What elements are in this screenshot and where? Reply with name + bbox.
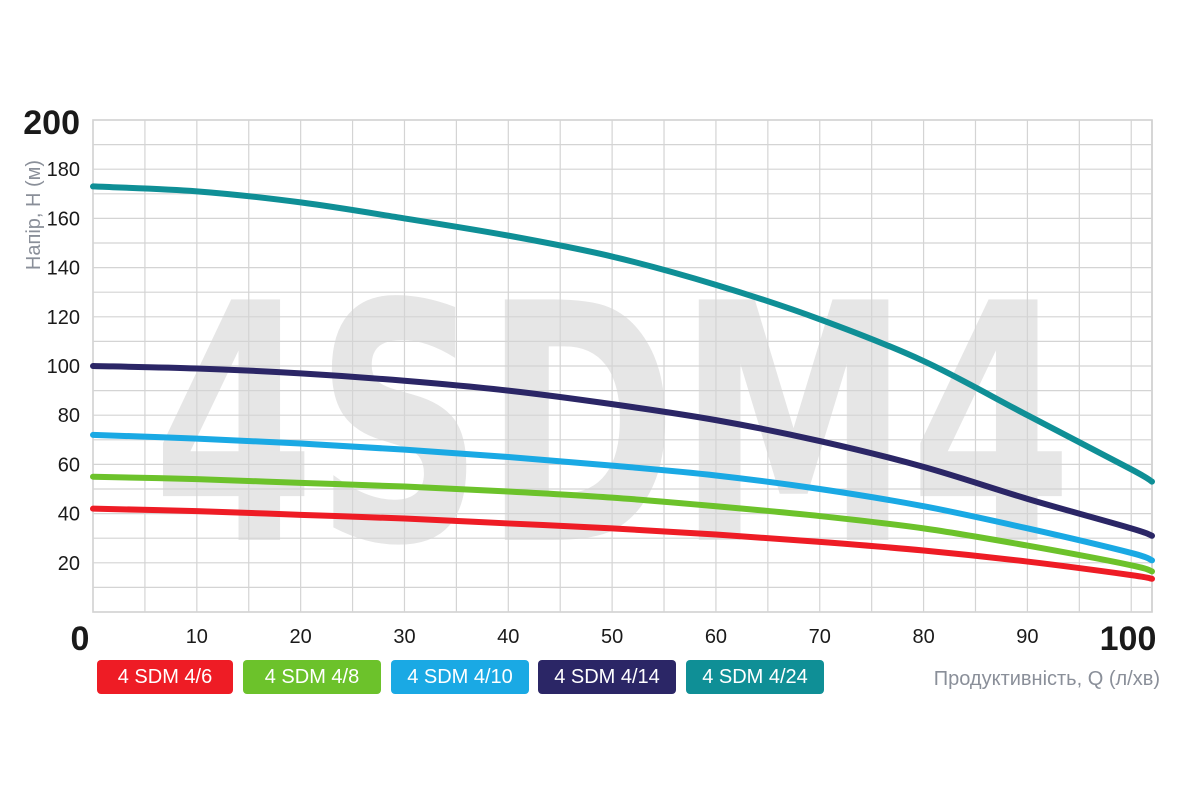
x-tick-label: 50 [601, 626, 623, 648]
series-line-5 [90, 183, 1155, 485]
y-axis-label: Напір, H (м) [23, 160, 45, 270]
series-line-4 [90, 363, 1155, 539]
x-tick-label: 40 [497, 626, 519, 648]
series-line-2 [90, 473, 1155, 575]
tick-labels: 0 10 20 30 40 50 60 70 80 90 100 20 40 60 80 100 120 140 1… [23, 104, 1156, 658]
x-axis-label: Продуктивність, Q (л/хв) [933, 668, 1160, 690]
x-tick-label: 90 [1016, 626, 1038, 648]
series-lines [90, 183, 1155, 582]
y-tick-label: 180 [47, 159, 80, 181]
legend-item: 4 SDM 4/24 [686, 660, 824, 694]
x-tick-label: 10 [186, 626, 208, 648]
y-tick-label: 100 [47, 356, 80, 378]
x-tick-label: 60 [705, 626, 727, 648]
y-tick-label: 140 [47, 258, 80, 280]
legend-item: 4 SDM 4/8 [243, 660, 381, 694]
y-tick-label: 120 [47, 307, 80, 329]
x-tick-label: 100 [1100, 620, 1157, 658]
y-tick-label: 60 [58, 454, 80, 476]
grid [92, 119, 1153, 613]
legend-item: 4 SDM 4/14 [538, 660, 676, 694]
y-tick-label: 40 [58, 504, 80, 526]
x-tick-label: 30 [393, 626, 415, 648]
y-tick-label: 80 [58, 405, 80, 427]
legend-item: 4 SDM 4/6 [97, 660, 233, 694]
series-line-1 [90, 505, 1155, 582]
y-tick-label: 200 [23, 104, 80, 142]
legend-item: 4 SDM 4/10 [391, 660, 529, 694]
x-tick-label: 80 [912, 626, 934, 648]
x-tick-label: 0 [71, 620, 90, 658]
y-tick-label: 20 [58, 553, 80, 575]
x-tick-label: 70 [809, 626, 831, 648]
x-tick-label: 20 [290, 626, 312, 648]
y-tick-label: 160 [47, 208, 80, 230]
series-line-3 [90, 431, 1155, 564]
